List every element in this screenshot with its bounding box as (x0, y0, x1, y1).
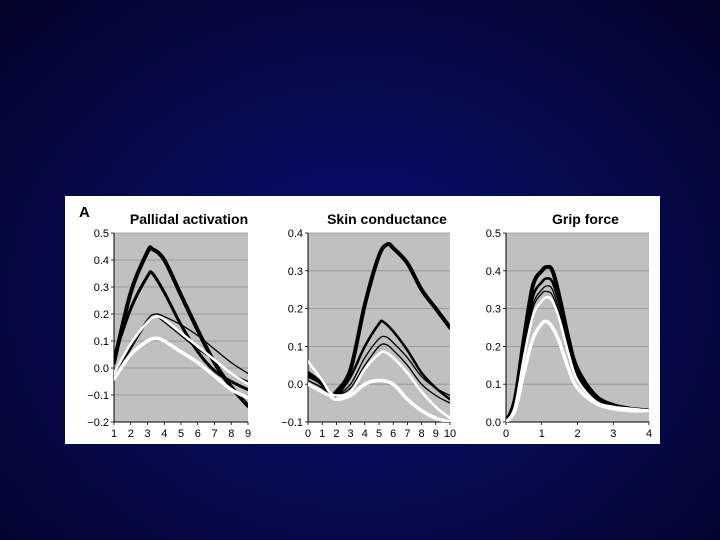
x-tick-label: 9 (433, 428, 439, 440)
x-tick-label: 5 (376, 428, 382, 440)
figure-panel: A 0.5 0.4 0.3 0.2 0.1 0.0 −0.1 −0.2 1 2 3 4 5 6 7 8 9 Pal… (65, 196, 660, 444)
y-tick-label: 0.0 (486, 417, 501, 429)
y-tick-label: 0.3 (486, 304, 501, 316)
x-tick-label: 0 (305, 428, 311, 440)
x-tick-label: 10 (444, 428, 456, 440)
series-line-2 (506, 277, 649, 422)
y-tick-label: 0.3 (288, 266, 303, 278)
y-tick-label: 0.1 (94, 336, 109, 348)
y-tick-label: 0.1 (288, 341, 303, 353)
x-tick-label: 7 (211, 428, 217, 440)
chart-title: Grip force (552, 211, 619, 227)
series-line-5 (308, 350, 450, 420)
x-tick-label: 2 (128, 428, 134, 440)
x-tick-label: 1 (539, 428, 545, 440)
y-tick-label: 0.5 (94, 228, 109, 240)
y-tick-label: 0.4 (486, 266, 501, 278)
chart-panel-1: 0.5 0.4 0.3 0.2 0.1 0.0 −0.1 −0.21 2 3 4 5 6 7 8 9 Palli… (87, 211, 251, 440)
y-tick-label: 0.2 (94, 309, 109, 321)
series-line-2 (114, 270, 248, 392)
y-tick-label: 0.2 (288, 304, 303, 316)
y-tick-label: 0.4 (94, 255, 109, 267)
chart-panel-2: 0.4 0.3 0.2 0.1 0.0 −0.10 1 2 3 4 5 6 7 8 9 10 Skin cond… (281, 211, 456, 440)
x-tick-label: 1 (319, 428, 325, 440)
x-tick-label: 9 (245, 428, 251, 440)
chart-figure: A 0.50.40.30.20.10.0−0.1−0.21 2 3 4 5 6 7 8 9Pal… (79, 204, 652, 440)
x-tick-label: 8 (228, 428, 234, 440)
series-line-5 (506, 296, 649, 422)
plot-area (308, 233, 450, 422)
series-line-5 (114, 315, 248, 386)
y-tick-label: 0.3 (94, 282, 109, 294)
y-tick-label: −0.1 (87, 390, 109, 402)
x-tick-label: 6 (195, 428, 201, 440)
chart-panel-3: 0.5 0.4 0.3 0.2 0.1 0.00 1 2 3 4 Grip force (486, 211, 652, 440)
x-tick-label: 3 (348, 428, 354, 440)
x-tick-label: 2 (574, 428, 580, 440)
y-tick-label: −0.1 (281, 417, 303, 429)
x-tick-label: 3 (610, 428, 616, 440)
series-line-6 (308, 378, 450, 422)
x-tick-label: 7 (404, 428, 410, 440)
x-tick-label: 2 (333, 428, 339, 440)
x-tick-label: 1 (111, 428, 117, 440)
chart-title: Skin conductance (327, 211, 447, 227)
y-tick-label: 0.1 (486, 379, 501, 391)
x-tick-label: 5 (178, 428, 184, 440)
x-tick-label: 8 (419, 428, 425, 440)
x-tick-label: 4 (362, 428, 368, 440)
y-tick-label: 0.4 (288, 228, 303, 240)
y-tick-label: 0.2 (486, 341, 501, 353)
series-line-6 (506, 319, 649, 422)
y-tick-label: 0.0 (94, 363, 109, 375)
x-tick-label: 0 (503, 428, 509, 440)
panel-label: A (79, 204, 90, 221)
y-tick-label: 0.0 (288, 379, 303, 391)
y-tick-label: 0.5 (486, 228, 501, 240)
x-tick-label: 6 (390, 428, 396, 440)
y-tick-label: −0.2 (87, 417, 109, 429)
x-tick-label: 4 (161, 428, 167, 440)
x-tick-label: 4 (646, 428, 652, 440)
series-line-6 (114, 336, 248, 400)
x-tick-label: 3 (144, 428, 150, 440)
chart-title: Pallidal activation (130, 211, 248, 227)
